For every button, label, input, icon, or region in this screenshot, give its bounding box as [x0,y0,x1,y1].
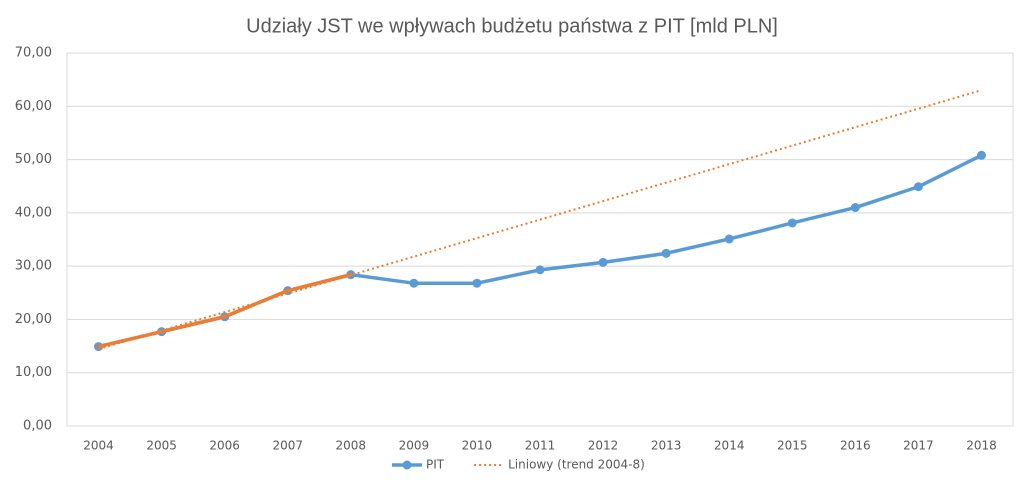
x-tick-label: 2014 [714,439,745,453]
data-point [535,265,545,275]
series-line [96,272,353,349]
x-tick-label: 2010 [462,439,493,453]
y-tick-label: 60,00 [15,99,52,114]
y-tick-label: 0,00 [23,419,52,434]
legend-marker [402,460,412,470]
y-tick-label: 70,00 [15,46,52,61]
x-tick-label: 2011 [525,439,556,453]
legend-label: Liniowy (trend 2004-8) [508,458,645,472]
data-point [787,218,797,228]
data-point [409,278,419,288]
data-point [850,203,860,213]
y-tick-label: 30,00 [15,259,52,274]
y-tick-label: 20,00 [15,312,52,327]
y-tick-label: 10,00 [15,365,52,380]
x-tick-label: 2008 [336,439,367,453]
x-tick-label: 2015 [777,439,808,453]
x-tick-label: 2018 [966,439,997,453]
x-tick-label: 2005 [146,439,177,453]
chart-title: Udziały JST we wpływach budżetu państwa … [246,15,778,37]
data-point [472,278,482,288]
x-tick-label: 2017 [903,439,934,453]
data-point [661,248,671,258]
data-point [598,257,608,267]
x-tick-label: 2012 [588,439,619,453]
series-line [96,153,984,349]
x-tick-label: 2004 [83,439,114,453]
plot-frame [66,52,1014,427]
y-tick-label: 40,00 [15,205,52,220]
data-point [913,182,923,192]
x-tick-label: 2016 [840,439,871,453]
x-tick-label: 2009 [399,439,430,453]
x-tick-label: 2007 [272,439,303,453]
data-point [976,150,986,160]
series-line [98,89,982,351]
data-point [724,234,734,244]
legend-label: PIT [426,458,445,472]
x-tick-label: 2013 [651,439,682,453]
x-tick-label: 2006 [209,439,240,453]
y-tick-label: 50,00 [15,152,52,167]
